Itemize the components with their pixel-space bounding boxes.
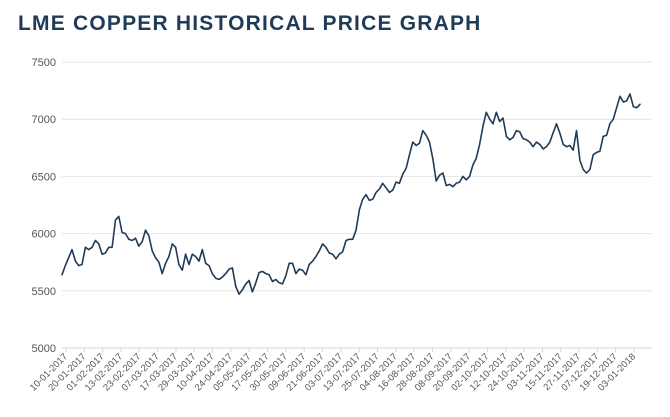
y-tick-label: 5000 xyxy=(32,343,56,355)
grid-lines xyxy=(62,61,652,292)
y-tick-label: 7000 xyxy=(32,114,56,126)
x-axis-ticks: 10-01-201720-01-201701-02-201713-02-2017… xyxy=(28,348,638,393)
y-tick-label: 7500 xyxy=(32,57,56,69)
price-series-line xyxy=(61,93,641,295)
y-tick-label: 5500 xyxy=(32,286,56,298)
y-tick-label: 6500 xyxy=(32,171,56,183)
y-tick-label: 6000 xyxy=(32,229,56,241)
y-axis-ticks: 5000 5500 6000 6500 7000 7500 xyxy=(32,57,56,355)
chart-title: LME COPPER HISTORICAL PRICE GRAPH xyxy=(18,12,482,35)
